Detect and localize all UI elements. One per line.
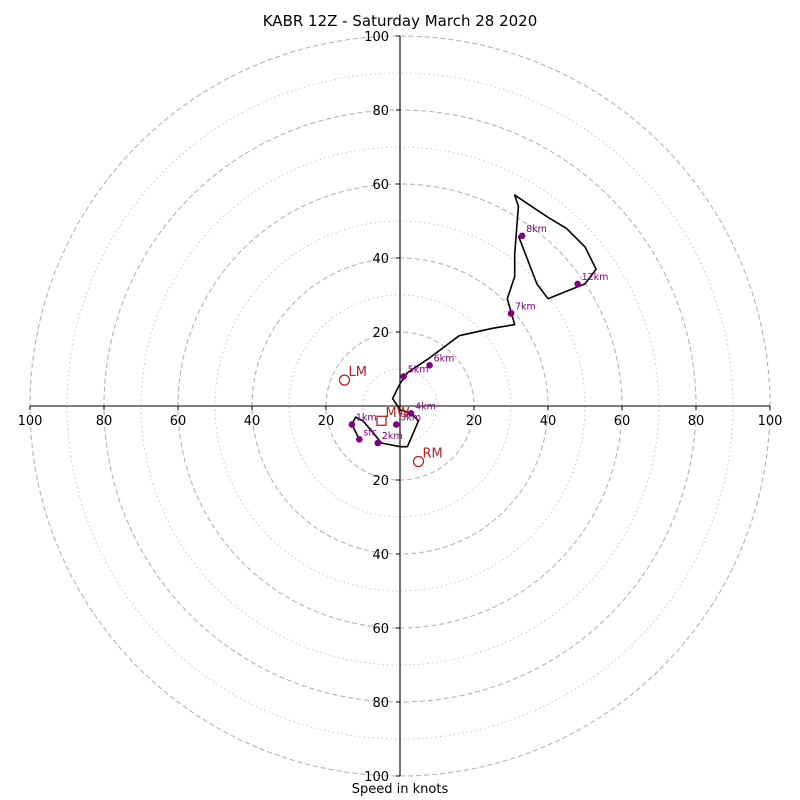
height-label-4km: 4km [415, 401, 436, 412]
x-tick-label: 20 [466, 414, 483, 429]
x-tick-label: 60 [170, 414, 187, 429]
height-marker-1km [348, 421, 356, 428]
storm-label-RM: RM [423, 447, 443, 462]
height-marker-4km [407, 410, 415, 417]
x-tick-label: 20 [318, 414, 335, 429]
y-tick-label: 40 [372, 548, 389, 563]
x-tick-label: 100 [758, 414, 783, 429]
height-label-12km: 12km [582, 272, 609, 283]
height-label-5km: 5km [408, 364, 429, 375]
tick-labels: 100 80 60 40 20 20 40 60 80 100 100 80 60 40 20 20 40 60 8… [18, 30, 783, 785]
height-label-6km: 6km [434, 353, 455, 364]
x-tick-label: 60 [614, 414, 631, 429]
y-tick-label: 60 [372, 178, 389, 193]
storm-marker-RM [412, 455, 425, 468]
storm-marker-LM [338, 374, 351, 386]
axes [30, 36, 770, 776]
x-tick-label: 40 [540, 414, 557, 429]
height-marker-7km [507, 310, 515, 317]
height-label-7km: 7km [515, 302, 536, 313]
y-tick-label: 40 [372, 252, 389, 267]
y-tick-label: 80 [372, 696, 389, 711]
y-tick-label: 20 [372, 474, 389, 489]
storm-marker-MW [376, 415, 387, 426]
y-tick-label: 100 [364, 770, 389, 785]
storm-motion-markers: LM RM MW [338, 365, 443, 468]
height-label-8km: 8km [526, 224, 547, 235]
y-tick-label: 60 [372, 622, 389, 637]
hodograph-line [351, 194, 597, 448]
height-label-sfc: sfc [363, 427, 377, 438]
x-tick-label: 80 [688, 414, 705, 429]
x-axis-label: Speed in knots [351, 782, 449, 797]
height-marker-2km [374, 439, 382, 447]
chart-title: KABR 12Z - Saturday March 28 2020 [262, 12, 538, 30]
height-label-2km: 2km [382, 431, 403, 442]
height-marker-sfc [356, 436, 363, 443]
storm-label-MW: MW [386, 406, 410, 421]
hodograph-trace [351, 194, 597, 448]
height-label-1km: 1km [356, 413, 377, 424]
y-tick-label: 80 [372, 104, 389, 119]
height-marker-6km [426, 362, 433, 369]
storm-label-LM: LM [349, 365, 367, 380]
height-marker-5km [400, 373, 408, 380]
y-tick-label: 100 [364, 30, 389, 45]
height-marker-3km [393, 421, 400, 428]
x-tick-label: 40 [244, 414, 261, 429]
height-label-3km: 3km [400, 413, 421, 424]
height-marker-12km [574, 280, 581, 288]
y-tick-label: 20 [372, 326, 389, 341]
x-tick-label: 100 [18, 414, 43, 429]
x-tick-label: 80 [96, 414, 113, 429]
height-marker-8km [518, 232, 526, 240]
